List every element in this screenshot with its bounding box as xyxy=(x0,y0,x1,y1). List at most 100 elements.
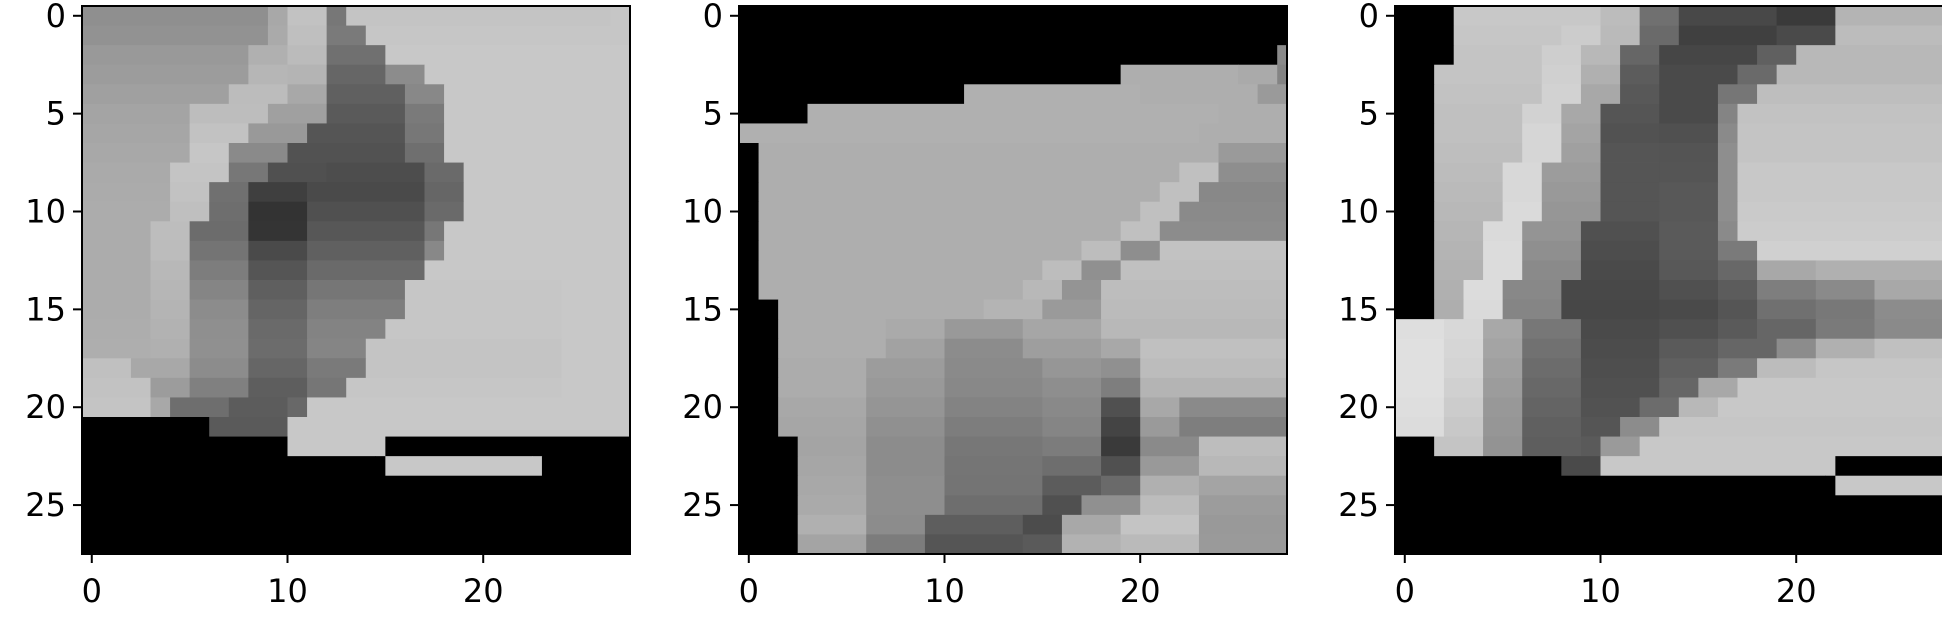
y-tick-label: 0 xyxy=(46,0,66,35)
image-cell xyxy=(1522,260,1582,281)
image-cell xyxy=(1395,25,1455,46)
image-cell xyxy=(424,64,611,85)
image-cell xyxy=(866,495,945,516)
image-cell xyxy=(444,103,582,124)
image-cell xyxy=(248,338,308,359)
image-cell xyxy=(82,201,171,222)
image-cell xyxy=(1483,240,1523,261)
image-cell xyxy=(1659,45,1758,66)
x-tick-label: 0 xyxy=(82,572,102,610)
image-cell xyxy=(385,436,631,457)
image-cell xyxy=(82,103,191,124)
image-cell xyxy=(739,319,779,340)
image-cell xyxy=(170,162,230,183)
image-cell xyxy=(1395,299,1435,320)
image-cell xyxy=(866,436,945,457)
image-cell xyxy=(1659,299,1719,320)
image-cell xyxy=(1395,495,1942,516)
image-cell xyxy=(1502,299,1562,320)
image-cell xyxy=(1042,397,1102,418)
image-cell xyxy=(1453,25,1562,46)
image-cell xyxy=(1140,84,1259,105)
image-cell xyxy=(1443,397,1484,418)
image-cell xyxy=(739,475,799,496)
image-cell xyxy=(1434,280,1464,300)
image-cell xyxy=(797,475,867,496)
image-cell xyxy=(1717,162,1738,183)
y-axis-3: 0 5 10 15 20 25 xyxy=(1338,0,1395,524)
image-cell xyxy=(1815,299,1875,320)
image-cell xyxy=(1395,162,1435,183)
image-cell xyxy=(1580,240,1660,261)
image-cell xyxy=(82,417,210,437)
image-cell xyxy=(1218,103,1288,124)
image-cell xyxy=(248,260,308,281)
image-cell xyxy=(610,64,631,85)
image-cell xyxy=(797,534,867,555)
image-cell xyxy=(739,436,799,457)
image-cell xyxy=(1776,64,1942,85)
image-cell xyxy=(778,338,887,359)
image-cell xyxy=(739,25,1278,46)
image-cell xyxy=(581,162,631,183)
image-cell xyxy=(1776,338,1817,359)
image-cell xyxy=(326,103,406,124)
image-cell xyxy=(170,182,210,203)
image-cell xyxy=(189,377,249,398)
image-cell xyxy=(1717,221,1738,242)
image-cell xyxy=(1238,64,1278,85)
image-cell xyxy=(228,143,288,163)
image-cell xyxy=(1600,162,1660,183)
image-cell xyxy=(1140,358,1288,379)
image-cell xyxy=(82,495,631,516)
image-cell xyxy=(758,143,1180,163)
image-cell xyxy=(944,475,1043,496)
image-cell xyxy=(561,358,631,379)
image-cell xyxy=(866,417,945,437)
image-cell xyxy=(307,377,347,398)
image-cell xyxy=(1434,162,1504,183)
image-cell xyxy=(424,221,445,242)
image-cell xyxy=(1659,103,1719,124)
image-cell xyxy=(1737,162,1942,183)
image-cell xyxy=(189,221,249,242)
image-cell xyxy=(1140,377,1288,398)
image-cell xyxy=(1395,475,1826,496)
image-cell xyxy=(1737,221,1942,242)
image-cell xyxy=(944,436,1043,457)
image-cell xyxy=(150,240,191,261)
image-cell xyxy=(964,84,1141,105)
image-cell xyxy=(1061,514,1122,535)
x-tick-label: 20 xyxy=(463,572,504,610)
image-cell xyxy=(1483,358,1523,379)
image-cell xyxy=(1395,182,1435,203)
image-cell xyxy=(346,6,611,26)
image-cell xyxy=(1561,25,1601,46)
image-cell xyxy=(739,84,945,105)
image-cell xyxy=(1140,456,1200,477)
image-cell xyxy=(130,358,191,379)
image-cell xyxy=(1101,338,1141,359)
image-cell xyxy=(1198,182,1288,203)
image-cell xyxy=(1737,123,1942,144)
image-cell xyxy=(150,319,191,340)
image-cell xyxy=(1874,299,1942,320)
image-cell xyxy=(1395,397,1445,418)
image-cell xyxy=(444,240,582,261)
y-tick-label: 5 xyxy=(703,95,723,133)
y-tick-label: 25 xyxy=(25,486,66,524)
image-cell xyxy=(444,221,582,242)
image-cell xyxy=(1600,123,1660,144)
image-cell xyxy=(1541,162,1601,183)
image-cell xyxy=(1639,397,1680,418)
image-cell xyxy=(189,358,249,379)
image-cell xyxy=(1737,182,1942,203)
image-cell xyxy=(944,84,965,105)
y-tick-label: 0 xyxy=(703,0,723,35)
image-cell xyxy=(1081,240,1122,261)
image-cell xyxy=(82,162,171,183)
image-cell xyxy=(326,64,386,85)
image-cell xyxy=(1198,495,1288,516)
image-cell xyxy=(1042,260,1082,281)
image-cell xyxy=(1395,45,1455,66)
